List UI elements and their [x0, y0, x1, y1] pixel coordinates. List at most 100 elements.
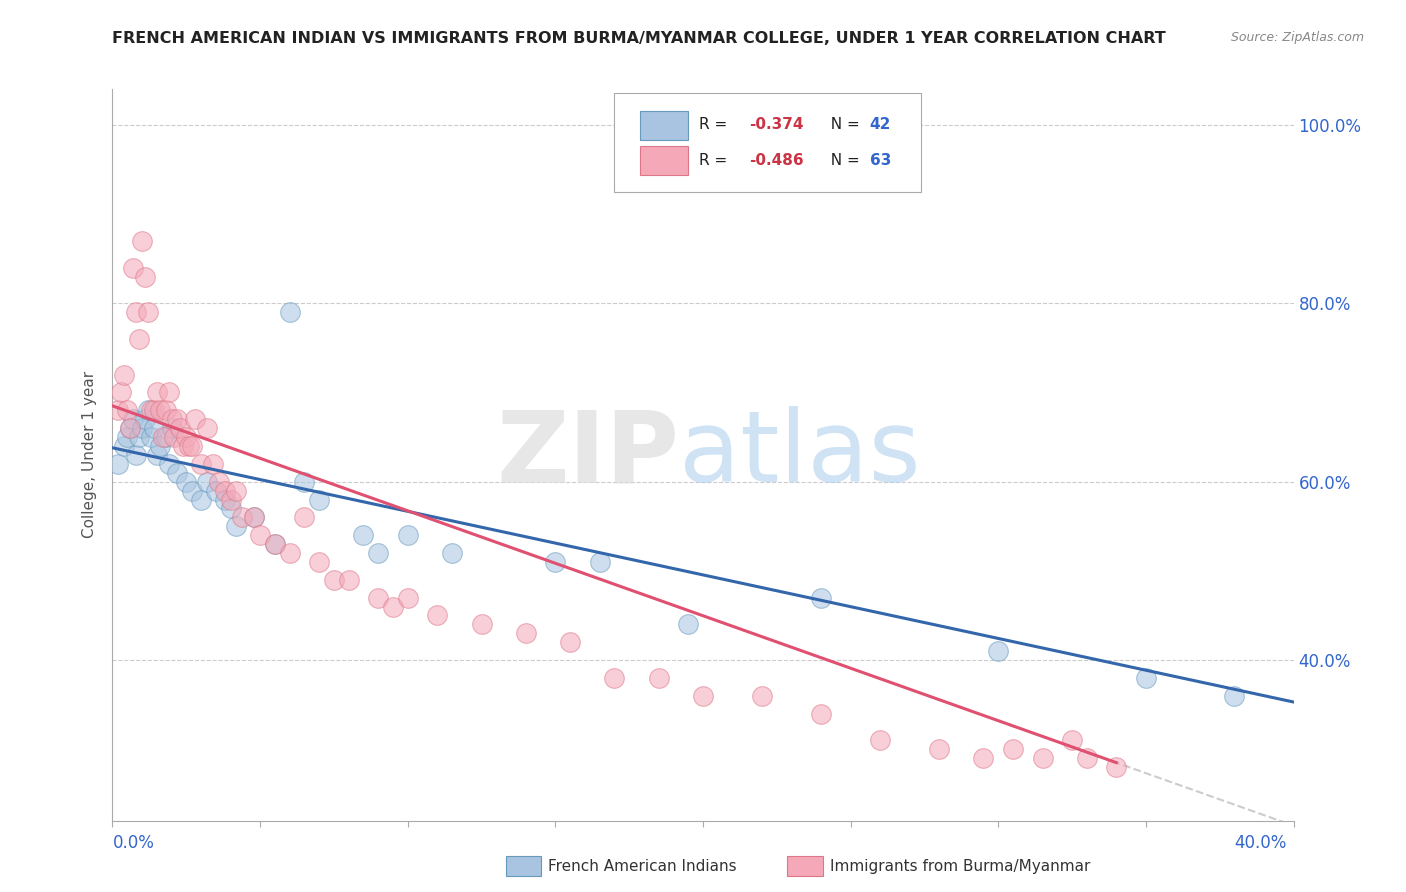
Point: [208, 475, 231, 489]
Point: [174, 430, 197, 444]
Point: [139, 430, 162, 444]
Point: [544, 555, 567, 569]
Point: [337, 573, 360, 587]
Point: [323, 573, 346, 587]
Point: [195, 421, 218, 435]
Text: ZIP: ZIP: [496, 407, 679, 503]
Point: [117, 430, 138, 444]
Point: [751, 689, 773, 703]
Point: [172, 439, 194, 453]
Point: [205, 483, 228, 498]
Point: [367, 591, 389, 605]
FancyBboxPatch shape: [614, 93, 921, 192]
Text: Source: ZipAtlas.com: Source: ZipAtlas.com: [1230, 31, 1364, 45]
Point: [231, 510, 253, 524]
Point: [1032, 751, 1054, 765]
Point: [155, 403, 177, 417]
Point: [131, 234, 153, 248]
Point: [149, 403, 172, 417]
Text: R =: R =: [699, 153, 733, 168]
Text: -0.486: -0.486: [749, 153, 804, 168]
Point: [1001, 742, 1024, 756]
Point: [396, 591, 419, 605]
Point: [810, 591, 832, 605]
Point: [869, 733, 891, 747]
Point: [169, 421, 191, 435]
Point: [146, 448, 169, 462]
Point: [292, 475, 315, 489]
Point: [308, 492, 330, 507]
Bar: [640, 112, 688, 140]
Text: -0.374: -0.374: [749, 117, 804, 132]
Text: 40.0%: 40.0%: [1234, 834, 1286, 852]
Point: [128, 332, 150, 346]
Point: [264, 537, 287, 551]
Bar: [640, 145, 688, 175]
Point: [174, 475, 197, 489]
Point: [470, 617, 494, 632]
Point: [131, 421, 153, 435]
Point: [160, 412, 183, 426]
Point: [117, 403, 138, 417]
Point: [122, 412, 145, 426]
Point: [107, 403, 129, 417]
Point: [120, 421, 142, 435]
Point: [264, 537, 287, 551]
Point: [128, 430, 150, 444]
Point: [195, 475, 218, 489]
Point: [142, 421, 165, 435]
Point: [214, 492, 236, 507]
Point: [515, 626, 537, 640]
Point: [152, 430, 174, 444]
Point: [647, 671, 671, 685]
Point: [278, 305, 301, 319]
Point: [987, 644, 1010, 658]
Point: [166, 412, 188, 426]
Point: [278, 546, 301, 560]
Text: 42: 42: [869, 117, 891, 132]
Text: Immigrants from Burma/Myanmar: Immigrants from Burma/Myanmar: [830, 859, 1090, 873]
Point: [134, 269, 156, 284]
Point: [973, 751, 995, 765]
Point: [292, 510, 315, 524]
Point: [125, 305, 148, 319]
Point: [142, 403, 165, 417]
Point: [181, 483, 204, 498]
Text: 0.0%: 0.0%: [112, 834, 155, 852]
Point: [157, 385, 180, 400]
Text: French American Indians: French American Indians: [548, 859, 737, 873]
Point: [692, 689, 714, 703]
Point: [396, 528, 419, 542]
Point: [166, 466, 188, 480]
Point: [190, 457, 212, 471]
Point: [157, 457, 180, 471]
Text: 63: 63: [869, 153, 891, 168]
Point: [136, 305, 159, 319]
Text: atlas: atlas: [679, 407, 921, 503]
Point: [219, 501, 242, 516]
Y-axis label: College, Under 1 year: College, Under 1 year: [82, 371, 97, 539]
Point: [181, 439, 204, 453]
Point: [1105, 760, 1128, 774]
Point: [160, 421, 183, 435]
Point: [426, 608, 449, 623]
Point: [184, 412, 207, 426]
Point: [1062, 733, 1084, 747]
Point: [214, 483, 236, 498]
Point: [136, 403, 159, 417]
Point: [249, 528, 271, 542]
Point: [139, 403, 162, 417]
Point: [928, 742, 950, 756]
Point: [122, 260, 145, 275]
Text: FRENCH AMERICAN INDIAN VS IMMIGRANTS FROM BURMA/MYANMAR COLLEGE, UNDER 1 YEAR CO: FRENCH AMERICAN INDIAN VS IMMIGRANTS FRO…: [112, 31, 1166, 46]
Point: [107, 457, 129, 471]
Point: [382, 599, 405, 614]
Text: N =: N =: [821, 117, 865, 132]
Point: [1223, 689, 1246, 703]
Point: [558, 635, 582, 649]
Point: [1076, 751, 1098, 765]
Point: [441, 546, 464, 560]
Point: [225, 483, 247, 498]
Point: [243, 510, 266, 524]
Point: [110, 385, 132, 400]
